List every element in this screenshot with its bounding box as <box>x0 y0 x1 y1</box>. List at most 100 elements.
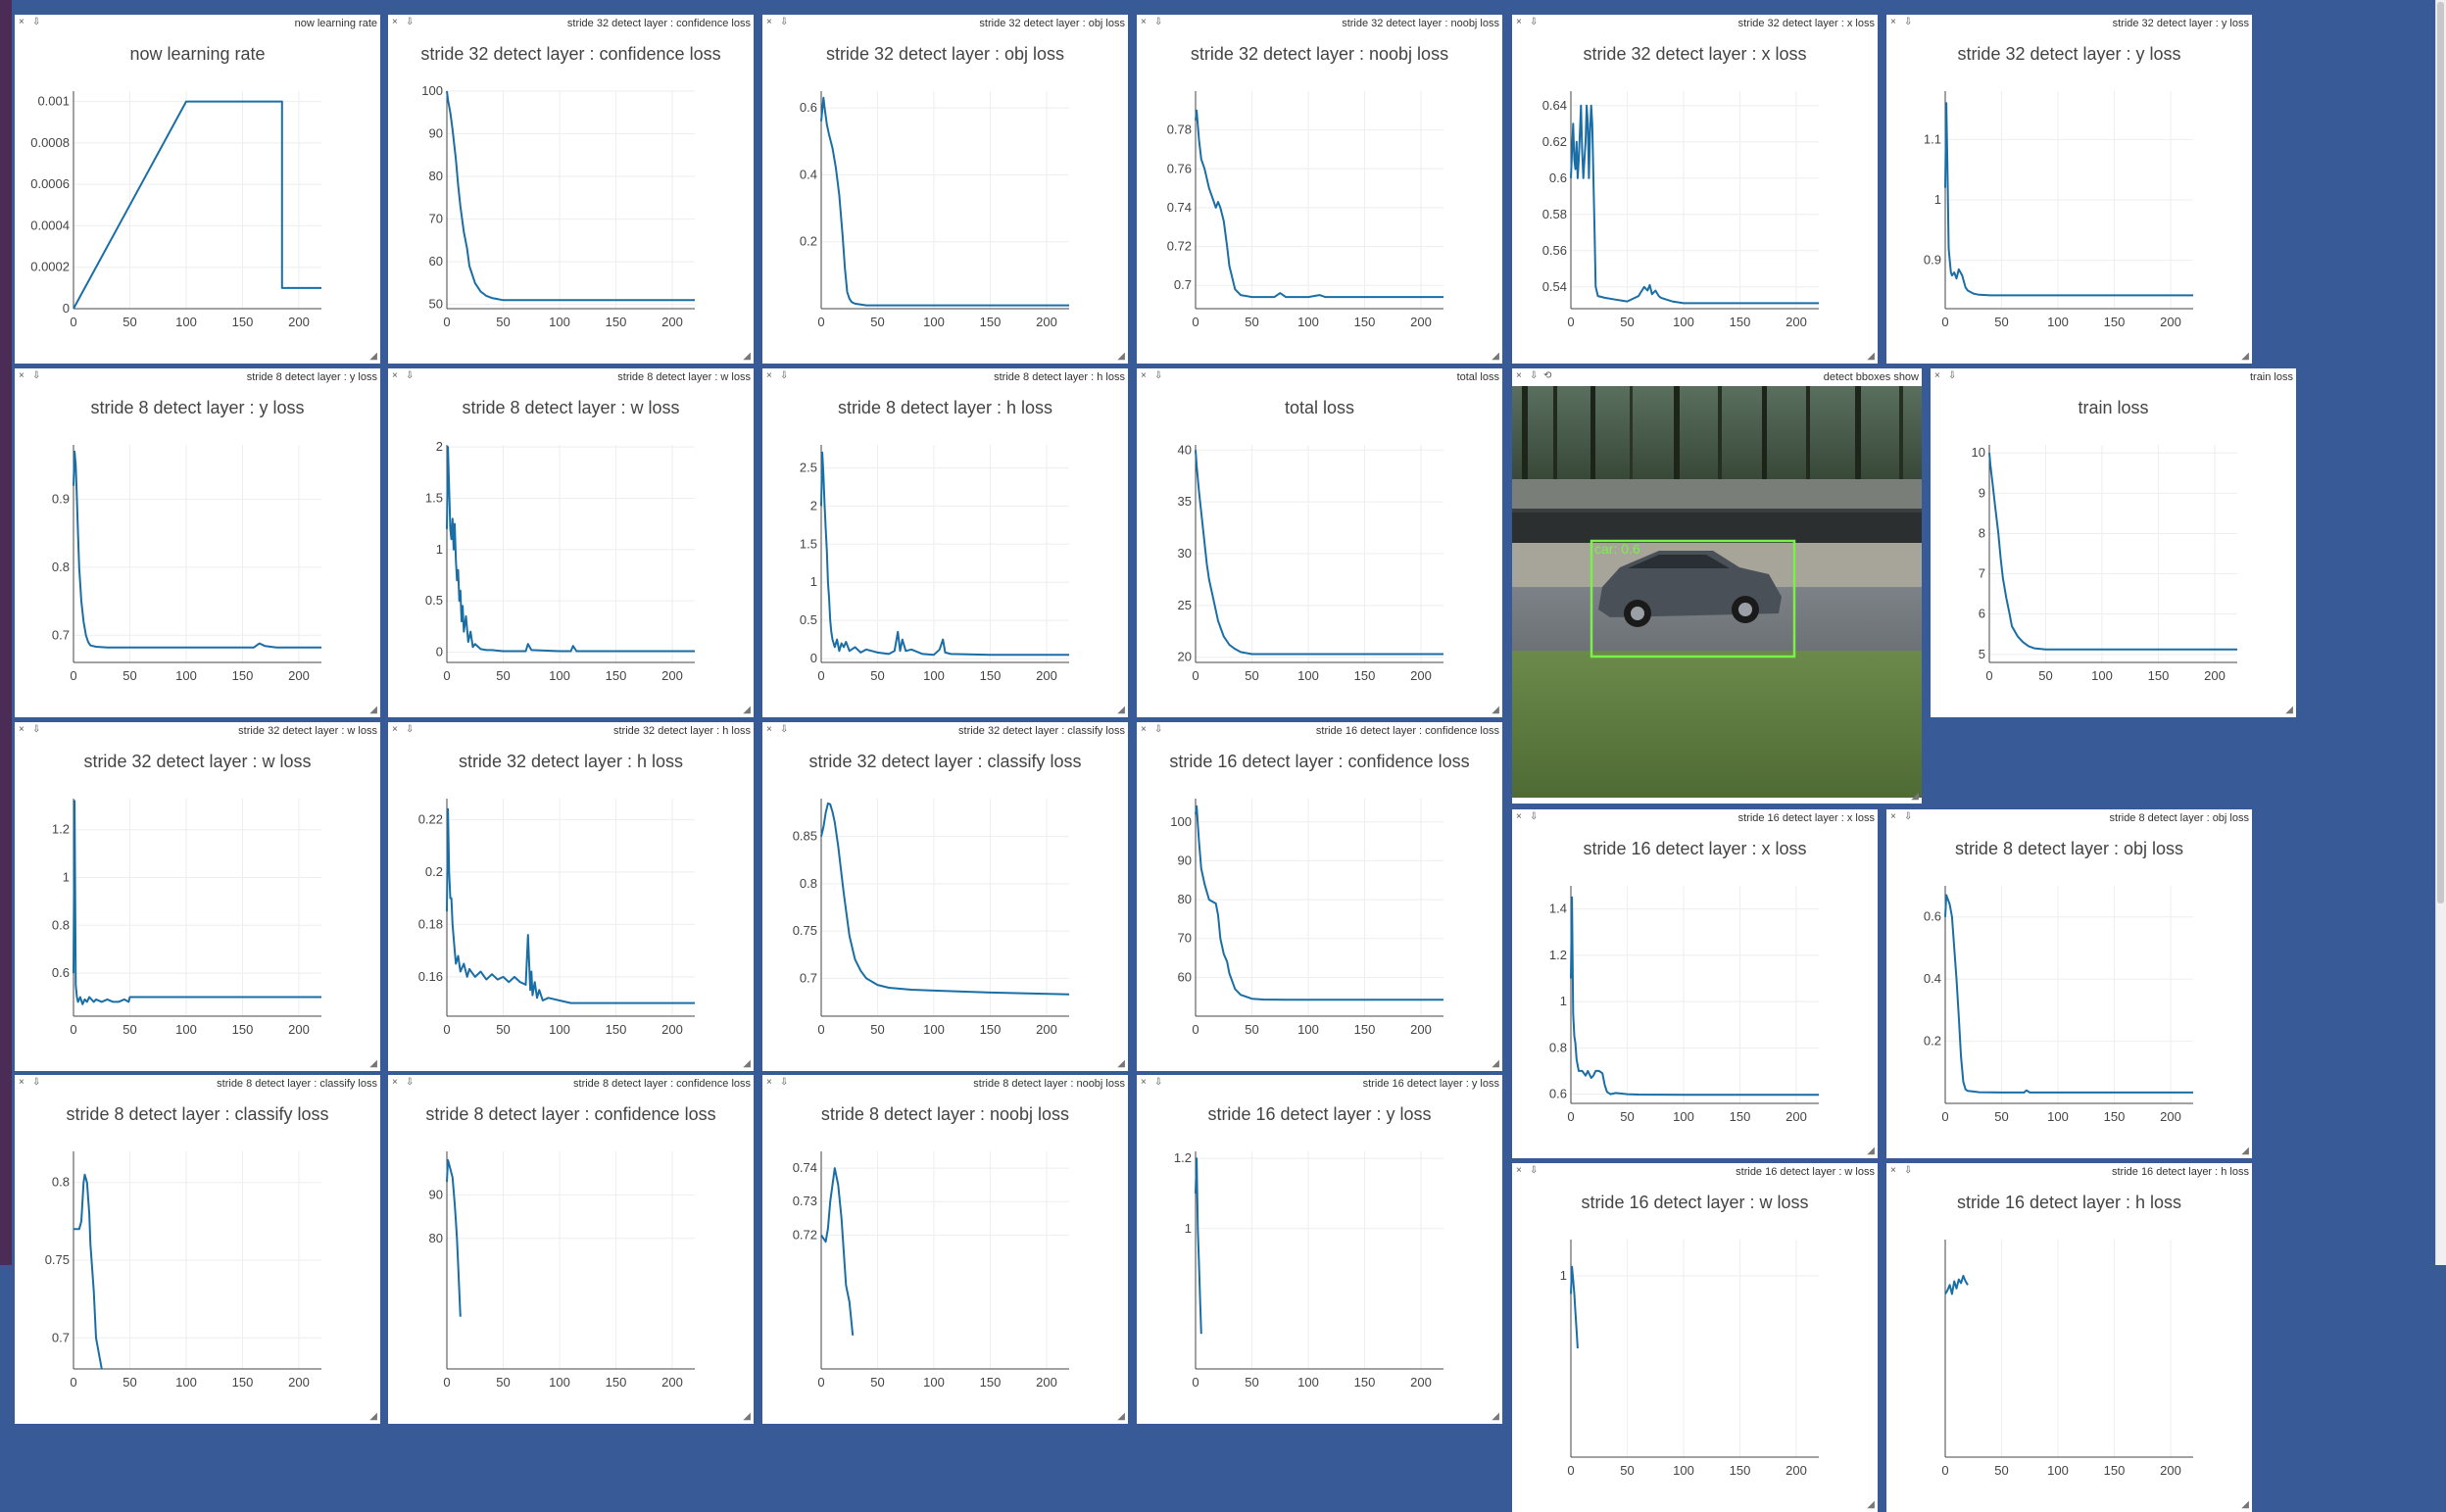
pane-train-loss[interactable]: × ⇩ train loss train loss 0 50 100 150 200 5 6 7 8 9 1… <box>1931 368 2296 717</box>
page-scrollbar[interactable] <box>2435 0 2446 1265</box>
download-icon[interactable]: ⇩ <box>32 370 41 381</box>
resize-handle-icon[interactable]: ◢ <box>743 351 751 362</box>
download-icon[interactable]: ⇩ <box>32 17 41 27</box>
pane-s32-noobj-loss[interactable]: × ⇩ stride 32 detect layer : noobj loss str… <box>1137 15 1502 364</box>
pane-s8-obj-loss[interactable]: × ⇩ stride 8 detect layer : obj loss stride… <box>1886 809 2252 1158</box>
close-icon[interactable]: × <box>1890 17 1896 27</box>
reset-icon[interactable]: ⟲ <box>1543 370 1552 381</box>
pane-s16-confidence-loss[interactable]: × ⇩ stride 16 detect layer : confidence lo… <box>1137 722 1502 1071</box>
pane-s8-confidence-loss[interactable]: × ⇩ stride 8 detect layer : confidence los… <box>388 1075 754 1424</box>
download-icon[interactable]: ⇩ <box>406 370 415 381</box>
download-icon[interactable]: ⇩ <box>780 724 789 735</box>
pane-detect-bboxes-show[interactable]: × ⇩ ⟲ detect bboxes show <box>1512 368 1922 804</box>
download-icon[interactable]: ⇩ <box>406 724 415 735</box>
pane-now-learning-rate[interactable]: × ⇩ now learning rate now learning rate 0 50 1… <box>15 15 380 364</box>
resize-handle-icon[interactable]: ◢ <box>1867 351 1875 362</box>
download-icon[interactable]: ⇩ <box>1154 1077 1163 1088</box>
pane-s16-x-loss[interactable]: × ⇩ stride 16 detect layer : x loss stride … <box>1512 809 1878 1158</box>
close-icon[interactable]: × <box>392 1077 398 1088</box>
pane-s32-w-loss[interactable]: × ⇩ stride 32 detect layer : w loss stride … <box>15 722 380 1071</box>
download-icon[interactable]: ⇩ <box>32 1077 41 1088</box>
resize-handle-icon[interactable]: ◢ <box>1492 351 1499 362</box>
close-icon[interactable]: × <box>1516 811 1522 822</box>
pane-s16-w-loss[interactable]: × ⇩ stride 16 detect layer : w loss stride … <box>1512 1163 1878 1512</box>
resize-handle-icon[interactable]: ◢ <box>1867 1146 1875 1156</box>
close-icon[interactable]: × <box>1516 17 1522 27</box>
resize-handle-icon[interactable]: ◢ <box>369 705 377 715</box>
close-icon[interactable]: × <box>1934 370 1940 381</box>
download-icon[interactable]: ⇩ <box>780 17 789 27</box>
close-icon[interactable]: × <box>766 724 772 735</box>
pane-s8-noobj-loss[interactable]: × ⇩ stride 8 detect layer : noobj loss stri… <box>762 1075 1128 1424</box>
download-icon[interactable]: ⇩ <box>780 370 789 381</box>
close-icon[interactable]: × <box>392 724 398 735</box>
resize-handle-icon[interactable]: ◢ <box>1117 1411 1125 1422</box>
close-icon[interactable]: × <box>1516 370 1522 381</box>
pane-s32-x-loss[interactable]: × ⇩ stride 32 detect layer : x loss stride … <box>1512 15 1878 364</box>
close-icon[interactable]: × <box>1141 370 1147 381</box>
pane-s8-classify-loss[interactable]: × ⇩ stride 8 detect layer : classify loss s… <box>15 1075 380 1424</box>
download-icon[interactable]: ⇩ <box>1530 370 1539 381</box>
resize-handle-icon[interactable]: ◢ <box>1117 351 1125 362</box>
download-icon[interactable]: ⇩ <box>406 17 415 27</box>
resize-handle-icon[interactable]: ◢ <box>743 1411 751 1422</box>
download-icon[interactable]: ⇩ <box>780 1077 789 1088</box>
pane-s16-h-loss[interactable]: × ⇩ stride 16 detect layer : h loss stride … <box>1886 1163 2252 1512</box>
resize-handle-icon[interactable]: ◢ <box>743 1058 751 1069</box>
download-icon[interactable]: ⇩ <box>1530 1165 1539 1176</box>
pane-s8-y-loss[interactable]: × ⇩ stride 8 detect layer : y loss stride 8… <box>15 368 380 717</box>
resize-handle-icon[interactable]: ◢ <box>1117 1058 1125 1069</box>
resize-handle-icon[interactable]: ◢ <box>743 705 751 715</box>
download-icon[interactable]: ⇩ <box>406 1077 415 1088</box>
resize-handle-icon[interactable]: ◢ <box>2241 1146 2249 1156</box>
close-icon[interactable]: × <box>1890 1165 1896 1176</box>
resize-handle-icon[interactable]: ◢ <box>2241 1499 2249 1510</box>
close-icon[interactable]: × <box>766 17 772 27</box>
close-icon[interactable]: × <box>766 370 772 381</box>
close-icon[interactable]: × <box>1141 17 1147 27</box>
download-icon[interactable]: ⇩ <box>32 724 41 735</box>
line-chart: stride 32 detect layer : x loss 0 50 100 150… <box>1542 44 1819 329</box>
resize-handle-icon[interactable]: ◢ <box>369 1058 377 1069</box>
resize-handle-icon[interactable]: ◢ <box>369 1411 377 1422</box>
pane-s32-obj-loss[interactable]: × ⇩ stride 32 detect layer : obj loss strid… <box>762 15 1128 364</box>
download-icon[interactable]: ⇩ <box>1904 1165 1913 1176</box>
close-icon[interactable]: × <box>766 1077 772 1088</box>
close-icon[interactable]: × <box>1516 1165 1522 1176</box>
pane-total-loss[interactable]: × ⇩ total loss total loss 0 50 100 150 200 20 25 30… <box>1137 368 1502 717</box>
resize-handle-icon[interactable]: ◢ <box>1867 1499 1875 1510</box>
resize-handle-icon[interactable]: ◢ <box>2285 705 2293 715</box>
resize-handle-icon[interactable]: ◢ <box>2241 351 2249 362</box>
download-icon[interactable]: ⇩ <box>1948 370 1957 381</box>
close-icon[interactable]: × <box>19 370 24 381</box>
download-icon[interactable]: ⇩ <box>1530 17 1539 27</box>
close-icon[interactable]: × <box>392 370 398 381</box>
resize-handle-icon[interactable]: ◢ <box>1911 791 1919 802</box>
download-icon[interactable]: ⇩ <box>1154 724 1163 735</box>
close-icon[interactable]: × <box>1141 724 1147 735</box>
resize-handle-icon[interactable]: ◢ <box>369 351 377 362</box>
pane-s8-w-loss[interactable]: × ⇩ stride 8 detect layer : w loss stride 8… <box>388 368 754 717</box>
close-icon[interactable]: × <box>1890 811 1896 822</box>
resize-handle-icon[interactable]: ◢ <box>1117 705 1125 715</box>
close-icon[interactable]: × <box>392 17 398 27</box>
resize-handle-icon[interactable]: ◢ <box>1492 1058 1499 1069</box>
close-icon[interactable]: × <box>19 1077 24 1088</box>
close-icon[interactable]: × <box>19 724 24 735</box>
resize-handle-icon[interactable]: ◢ <box>1492 1411 1499 1422</box>
download-icon[interactable]: ⇩ <box>1154 370 1163 381</box>
close-icon[interactable]: × <box>1141 1077 1147 1088</box>
download-icon[interactable]: ⇩ <box>1904 811 1913 822</box>
scrollbar-thumb[interactable] <box>2437 2 2444 903</box>
pane-s16-y-loss[interactable]: × ⇩ stride 16 detect layer : y loss stride … <box>1137 1075 1502 1424</box>
resize-handle-icon[interactable]: ◢ <box>1492 705 1499 715</box>
pane-s32-y-loss[interactable]: × ⇩ stride 32 detect layer : y loss stride … <box>1886 15 2252 364</box>
pane-s32-classify-loss[interactable]: × ⇩ stride 32 detect layer : classify loss… <box>762 722 1128 1071</box>
download-icon[interactable]: ⇩ <box>1530 811 1539 822</box>
pane-s32-confidence-loss[interactable]: × ⇩ stride 32 detect layer : confidence lo… <box>388 15 754 364</box>
close-icon[interactable]: × <box>19 17 24 27</box>
pane-s8-h-loss[interactable]: × ⇩ stride 8 detect layer : h loss stride 8… <box>762 368 1128 717</box>
download-icon[interactable]: ⇩ <box>1904 17 1913 27</box>
pane-s32-h-loss[interactable]: × ⇩ stride 32 detect layer : h loss stride … <box>388 722 754 1071</box>
download-icon[interactable]: ⇩ <box>1154 17 1163 27</box>
